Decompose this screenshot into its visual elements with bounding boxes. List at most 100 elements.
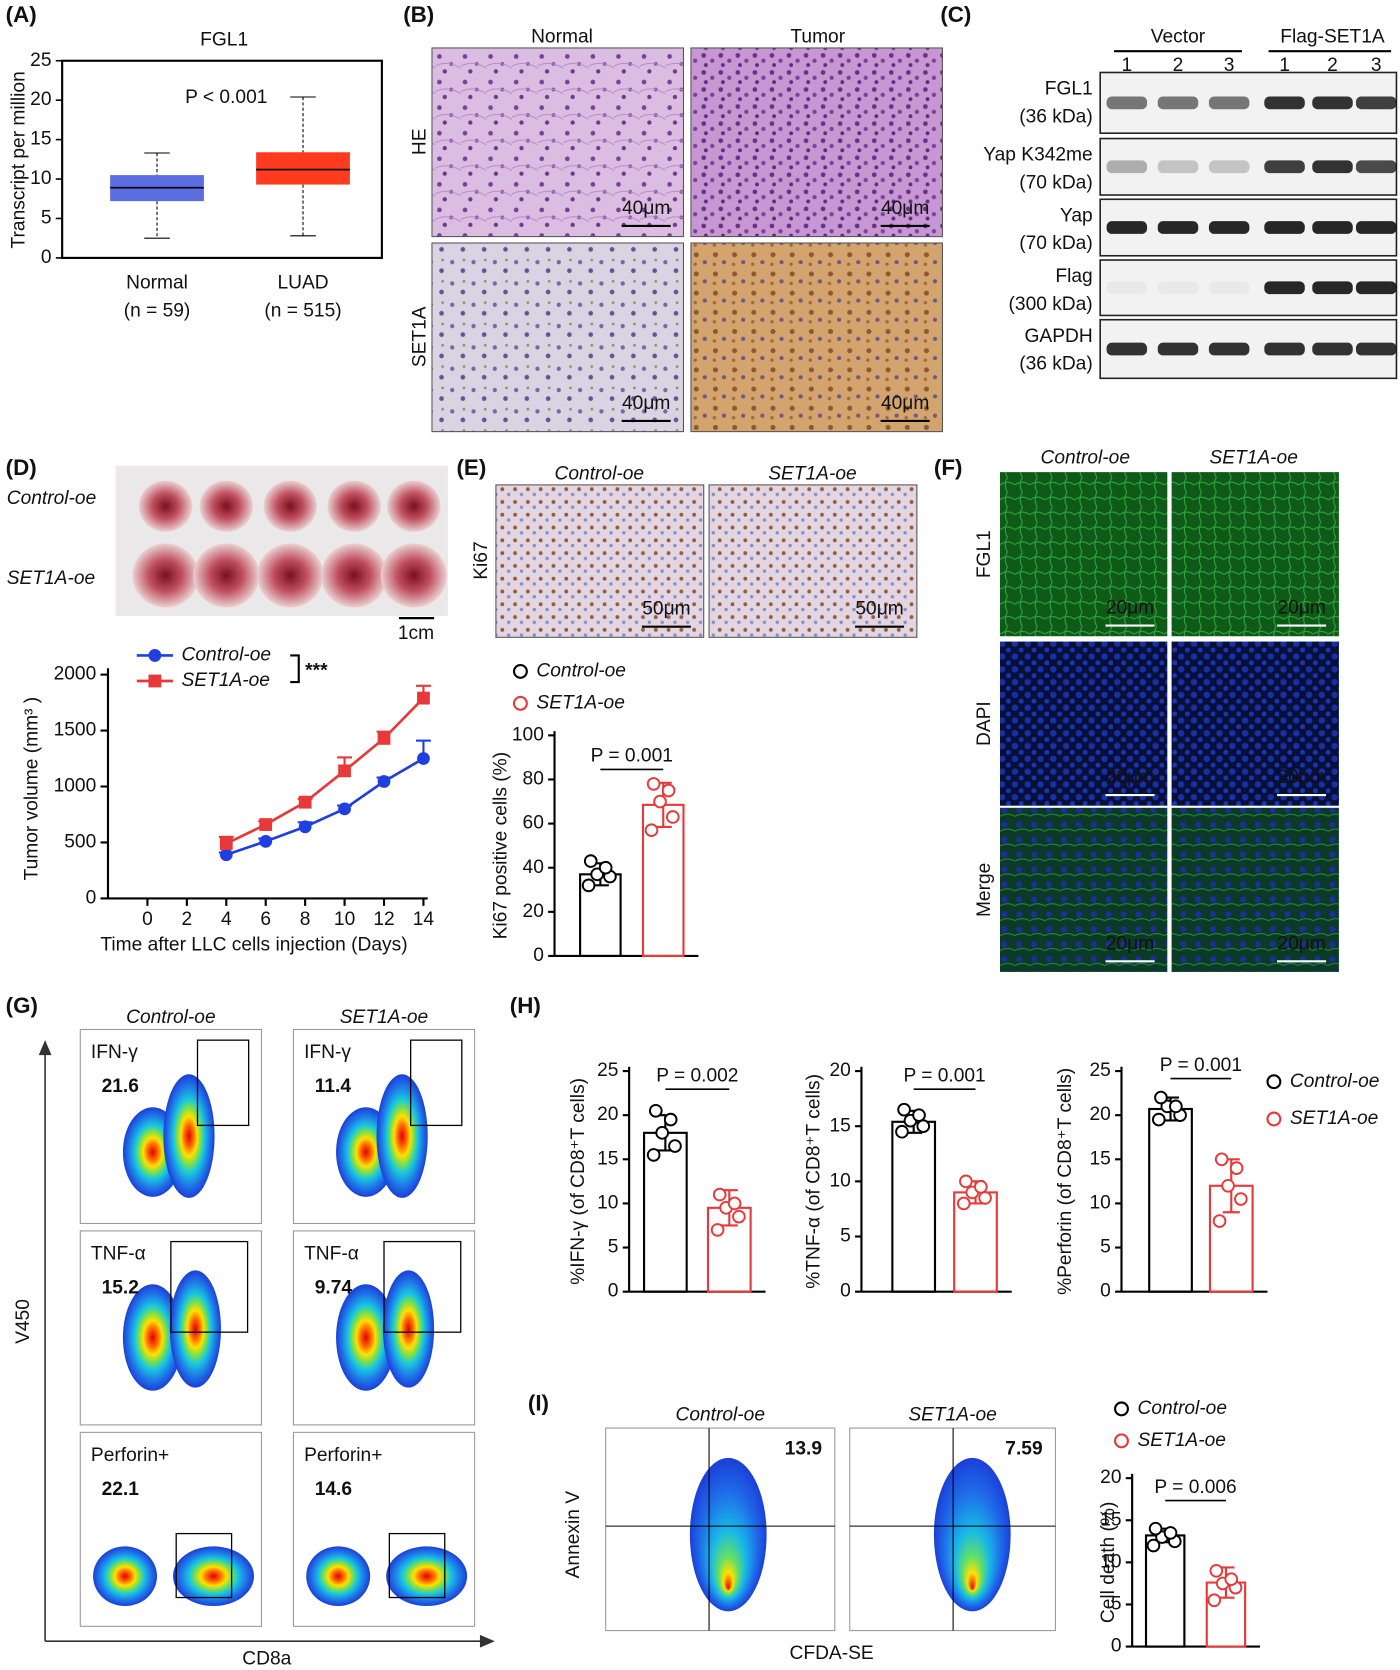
arrow-head xyxy=(38,1040,52,1056)
tumor xyxy=(199,480,253,532)
point xyxy=(732,1209,746,1224)
y-tick-label: 5 xyxy=(41,208,52,229)
lane-label: 1 xyxy=(1121,55,1132,76)
y-tick-label: 5 xyxy=(1100,1237,1111,1258)
ki67-image xyxy=(708,484,918,638)
x-tick-label: Normal xyxy=(126,273,188,294)
x-axis-label: Time after LLC cells injection (Days) xyxy=(100,934,407,955)
tumor xyxy=(327,480,381,532)
scale-bar-label: 50μm xyxy=(855,599,903,620)
gate-value: 14.6 xyxy=(315,1479,352,1500)
blot-band xyxy=(1264,281,1305,295)
y-tick-label: 10 xyxy=(829,1170,850,1191)
category-note: (n = 59) xyxy=(124,300,191,321)
bar xyxy=(891,1120,937,1293)
blot-band xyxy=(1106,96,1148,110)
y-axis-label: %TNF-α (of CD8⁺T cells) xyxy=(804,1074,825,1289)
point xyxy=(1234,1192,1248,1206)
annotation: *** xyxy=(305,660,328,681)
tumor xyxy=(387,480,441,532)
gate-label: TNF-α xyxy=(91,1243,146,1264)
point xyxy=(648,1103,663,1118)
blot-band xyxy=(1355,281,1397,295)
point xyxy=(259,818,273,831)
y-tick-label: 25 xyxy=(1090,1060,1111,1081)
legend-label: SET1A-oe xyxy=(1137,1430,1225,1451)
scale-bar-label: 40μm xyxy=(881,198,929,219)
scale-bar-label: 20μm xyxy=(1106,598,1154,619)
panel-label: (G) xyxy=(6,993,38,1018)
point xyxy=(298,795,312,809)
y-axis-label: Transcript per million xyxy=(9,71,30,248)
gate xyxy=(196,1039,250,1127)
y-tick-label: 0 xyxy=(608,1281,619,1302)
scale-bar-label: 20μm xyxy=(1277,598,1325,619)
y-tick-label: 20 xyxy=(829,1060,850,1081)
point xyxy=(219,848,233,862)
size-label: (36 kDa) xyxy=(1019,354,1093,375)
axis-label: V450 xyxy=(13,1299,34,1344)
legend-marker xyxy=(1266,1074,1282,1090)
blot-band xyxy=(1208,281,1250,295)
y-tick-label: 0 xyxy=(1100,1281,1111,1302)
protein-label: Flag xyxy=(1055,266,1092,287)
point xyxy=(338,764,351,778)
gate-label: TNF-α xyxy=(304,1243,359,1264)
row-label: DAPI xyxy=(974,701,995,746)
point xyxy=(956,1196,971,1211)
blot-band xyxy=(1264,342,1305,356)
gate-value: 11.4 xyxy=(315,1076,352,1097)
blot-band xyxy=(1355,221,1397,234)
chart-title: FGL1 xyxy=(200,30,248,51)
annotation: P = 0.001 xyxy=(1160,1055,1242,1076)
point xyxy=(377,775,391,788)
row-label: SET1A-oe xyxy=(7,568,95,589)
blot-band xyxy=(1106,342,1148,356)
point xyxy=(973,1180,988,1194)
point xyxy=(1221,1178,1235,1193)
legend-label: SET1A-oe xyxy=(1290,1108,1378,1129)
gate xyxy=(383,1240,462,1333)
y-tick-label: 10 xyxy=(30,168,51,189)
point xyxy=(581,878,596,893)
y-tick-label: 0 xyxy=(1111,1636,1122,1657)
gate-label: IFN-γ xyxy=(91,1042,138,1063)
x-tick-label: 8 xyxy=(300,909,311,930)
panel-label: (C) xyxy=(940,2,971,27)
axis-label: CD8a xyxy=(242,1648,291,1669)
row-label: Control-oe xyxy=(7,488,97,509)
point xyxy=(727,1196,742,1211)
column-header: SET1A-oe xyxy=(908,1404,996,1425)
legend-label: SET1A-oe xyxy=(536,692,624,713)
y-tick-label: 10 xyxy=(1090,1192,1111,1213)
y-tick-label: 60 xyxy=(523,813,544,834)
flow-density xyxy=(933,1457,1011,1612)
annotation: P < 0.001 xyxy=(185,87,267,108)
gate xyxy=(388,1532,446,1599)
row-label: Ki67 xyxy=(471,541,492,579)
row-label: Merge xyxy=(974,863,995,917)
row-label: SET1A xyxy=(409,306,430,367)
quadrant-value: 13.9 xyxy=(785,1438,822,1459)
protein-label: Yap K342me xyxy=(983,145,1092,166)
column-header: Normal xyxy=(531,26,593,47)
y-tick-label: 0 xyxy=(41,247,52,268)
y-tick-label: 1500 xyxy=(54,720,97,741)
y-axis-label: Cell death (%) xyxy=(1098,1502,1119,1623)
y-tick-label: 100 xyxy=(512,724,544,745)
y-axis-label: %IFN-γ (of CD8⁺T cells) xyxy=(568,1078,589,1285)
lane-label: 3 xyxy=(1224,55,1235,76)
lane-label: 3 xyxy=(1371,55,1382,76)
y-tick-label: 0 xyxy=(86,887,97,908)
axis-label: CFDA-SE xyxy=(790,1643,874,1664)
histology-image xyxy=(690,242,943,433)
flow-density xyxy=(306,1546,371,1607)
series-line xyxy=(225,697,425,845)
y-tick-label: 15 xyxy=(1100,1509,1121,1530)
tumor xyxy=(193,543,260,608)
histology-image xyxy=(431,242,685,433)
y-tick-label: 1000 xyxy=(54,776,97,797)
flow-density xyxy=(163,1074,215,1198)
point xyxy=(598,860,613,875)
panel-label: (I) xyxy=(528,1391,549,1416)
